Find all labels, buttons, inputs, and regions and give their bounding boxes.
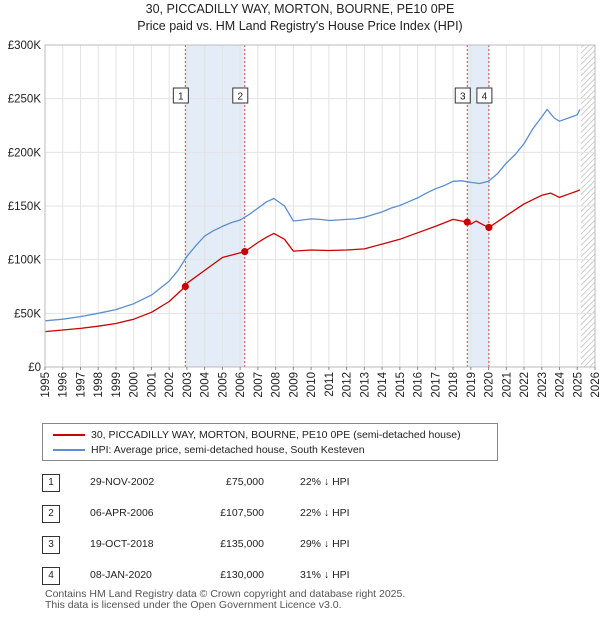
sale-point: [463, 218, 471, 226]
y-tick-label: £200K: [8, 147, 42, 159]
sale-label-3: 3: [454, 87, 471, 104]
sale-price: £135,000: [220, 538, 264, 550]
legend-item-property: 30, PICCADILLY WAY, MORTON, BOURNE, PE10…: [53, 428, 461, 442]
footer-copyright: Contains HM Land Registry data © Crown c…: [45, 588, 406, 600]
legend-label-property: 30, PICCADILLY WAY, MORTON, BOURNE, PE10…: [91, 429, 461, 441]
x-tick-label: 2022: [519, 372, 531, 398]
sale-label-1: 1: [172, 87, 189, 104]
sale-hpi-diff: 31% ↓ HPI: [300, 569, 350, 581]
x-tick-label: 1999: [111, 372, 123, 398]
sale-label-2: 2: [232, 87, 249, 104]
x-tick-label: 2018: [448, 372, 460, 398]
sale-label-box: [172, 87, 189, 104]
x-tick-label: 1998: [93, 372, 105, 398]
legend: 30, PICCADILLY WAY, MORTON, BOURNE, PE10…: [42, 423, 498, 461]
x-tick-label: 2023: [537, 372, 549, 398]
x-tick-label: 2015: [395, 372, 407, 398]
y-tick-label: £300K: [8, 40, 42, 52]
property-series-line: [44, 189, 581, 333]
x-tick-label: 2016: [413, 372, 425, 398]
x-tick-label: 2008: [271, 372, 283, 398]
x-tick-label: 2011: [324, 372, 336, 397]
sale-point: [181, 282, 189, 291]
x-tick-label: 2002: [164, 372, 176, 398]
chart-title-line2: Price paid vs. HM Land Registry's House …: [137, 19, 463, 33]
legend-item-hpi: HPI: Average price, semi-detached house,…: [53, 443, 365, 457]
sale-hpi-diff: 22% ↓ HPI: [300, 507, 350, 519]
sale-hpi-diff: 29% ↓ HPI: [300, 538, 350, 550]
x-tick-label: 2021: [501, 372, 513, 398]
sale-label-text: 2: [237, 92, 243, 103]
x-tick-label: 2024: [555, 371, 567, 397]
sale-number-badge: 4: [42, 567, 60, 585]
x-tick-label: 2009: [288, 372, 300, 398]
sales-row: 2 06-APR-2006 £107,500 22% ↓ HPI: [42, 505, 582, 523]
x-tick-label: 2013: [359, 372, 371, 398]
x-tick-label: 1997: [76, 372, 88, 398]
sale-price: £107,500: [220, 507, 264, 519]
y-tick-label: £250K: [8, 94, 42, 106]
x-tick-label: 2017: [430, 372, 442, 398]
sale-number-badge: 2: [42, 505, 60, 523]
y-tick-label: £150K: [8, 201, 42, 213]
sale-point: [241, 248, 249, 256]
sale-date: 08-JAN-2020: [90, 569, 152, 581]
price-chart: 1 2 3 4 £0 £50K £100K £150K £200K £250K £300K 1995…: [8, 40, 600, 398]
x-tick-label: 2006: [235, 372, 247, 398]
x-tick-label: 2020: [484, 372, 496, 398]
x-tick-label: 2005: [217, 372, 229, 398]
x-tick-label: 2012: [342, 372, 354, 398]
x-tick-label: 2007: [253, 372, 265, 398]
sale-date: 06-APR-2006: [90, 507, 154, 519]
sales-row: 3 19-OCT-2018 £135,000 29% ↓ HPI: [42, 536, 582, 554]
legend-label-hpi: HPI: Average price, semi-detached house,…: [91, 444, 365, 456]
legend-swatch-property: [53, 434, 85, 437]
hpi-series-line: [44, 108, 581, 322]
sale-label-text: 1: [178, 92, 184, 103]
sale-label-text: 3: [460, 92, 466, 103]
sale-label-text: 4: [482, 92, 488, 103]
sale-price: £130,000: [220, 569, 264, 581]
chart-title-line1: 30, PICCADILLY WAY, MORTON, BOURNE, PE10…: [145, 2, 455, 16]
footer-licence: This data is licensed under the Open Gov…: [45, 599, 342, 611]
sales-row: 4 08-JAN-2020 £130,000 31% ↓ HPI: [42, 567, 582, 585]
sale-price: £75,000: [226, 476, 264, 488]
sales-row: 1 29-NOV-2002 £75,000 22% ↓ HPI: [42, 474, 582, 492]
x-tick-label: 2003: [182, 372, 194, 398]
sale-date: 19-OCT-2018: [90, 538, 154, 550]
x-tick-label: 1995: [40, 372, 52, 398]
sale-label-box: [232, 87, 249, 104]
sale-label-box: [454, 87, 471, 104]
y-tick-label: £0: [28, 362, 41, 374]
sale-point: [485, 223, 493, 232]
sale-label-4: 4: [476, 87, 493, 104]
x-tick-label: 2000: [129, 372, 141, 398]
x-tick-label: 2001: [147, 372, 159, 398]
x-tick-label: 2025: [572, 372, 584, 398]
sale-date: 29-NOV-2002: [90, 476, 155, 488]
y-tick-label: £100K: [8, 255, 42, 267]
legend-swatch-hpi: [53, 449, 85, 452]
footer: Contains HM Land Registry data © Crown c…: [45, 589, 405, 611]
x-tick-label: 2019: [466, 372, 478, 398]
x-tick-label: 2026: [590, 372, 600, 398]
plot-frame: [44, 44, 596, 368]
x-tick-label: 2010: [306, 372, 318, 398]
y-tick-label: £50K: [14, 308, 41, 320]
x-tick-label: 2014: [377, 371, 389, 397]
sale-number-badge: 3: [42, 536, 60, 554]
x-tick-label: 2004: [200, 371, 212, 397]
x-tick-label: 1996: [58, 372, 70, 398]
sale-label-box: [476, 87, 493, 104]
sale-hpi-diff: 22% ↓ HPI: [300, 476, 350, 488]
sale-number-badge: 1: [42, 474, 60, 492]
